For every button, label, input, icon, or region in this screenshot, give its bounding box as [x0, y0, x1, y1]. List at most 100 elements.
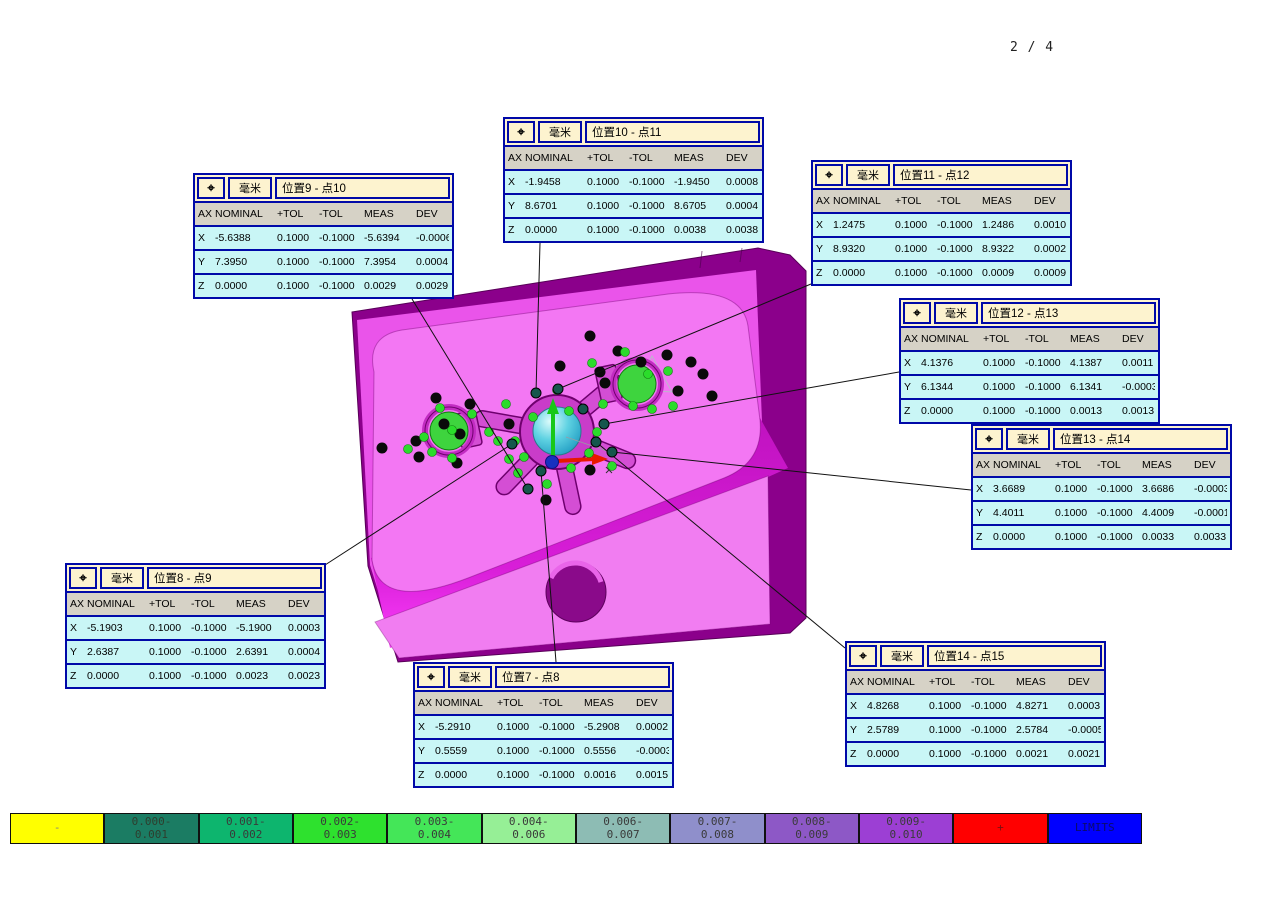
deviation-color-legend: -0.000- 0.001 0.001- 0.002 0.002- 0.003 0.0… [10, 813, 1142, 844]
cell: X [816, 219, 824, 231]
position-symbol-icon: ⌖ [417, 666, 445, 688]
callout-pos10[interactable]: ⌖ 毫米 位置10 - 点11 AX NOMINAL +TOL -TOL MEAS DEV… [503, 117, 764, 243]
cell: DEV [1068, 676, 1090, 688]
cell: AX [508, 152, 523, 164]
cell: -0.1000 [191, 622, 227, 634]
cell: 0.0003 [288, 622, 321, 634]
axis-row-Y: Y 2.5789 0.1000 -0.1000 2.5784 -0.0005 [847, 717, 1104, 741]
cell: 0.1000 [895, 243, 928, 255]
cell: 0.1000 [983, 357, 1016, 369]
legend-segment: - [10, 813, 105, 844]
cell: 0.0013 [1122, 405, 1155, 417]
cell: 0.0000 [215, 280, 248, 292]
cell: -1.9458 [525, 176, 561, 188]
callout-pos12[interactable]: ⌖ 毫米 位置12 - 点13 AX NOMINAL +TOL -TOL MEAS DEV… [899, 298, 1160, 424]
cell: X [904, 357, 912, 369]
callout-title: 位置9 - 点10 [275, 177, 450, 199]
cell: Y [198, 256, 206, 268]
cell: AX [198, 208, 213, 220]
cell: +TOL [149, 598, 176, 610]
cell: -0.1000 [1025, 381, 1061, 393]
callout-pos7[interactable]: ⌖ 毫米 位置7 - 点8 AX NOMINAL +TOL -TOL MEAS DEV X -… [413, 662, 674, 788]
cell: 8.6705 [674, 200, 707, 212]
cell: -0.0006 [416, 232, 449, 244]
legend-segment: 0.001- 0.002 [198, 813, 293, 844]
cell: 0.0004 [288, 646, 321, 658]
cell: 1.2486 [982, 219, 1015, 231]
cell: 2.6391 [236, 646, 269, 658]
column-header-row: AX NOMINAL +TOL -TOL MEAS DEV [415, 690, 672, 714]
coordinate-triad [545, 398, 608, 469]
callout-pos14[interactable]: ⌖ 毫米 位置14 - 点15 AX NOMINAL +TOL -TOL MEAS DEV… [845, 641, 1106, 767]
cell: X [976, 483, 984, 495]
unit-label: 毫米 [100, 567, 144, 589]
cell: -0.1000 [319, 280, 355, 292]
cell: 0.0021 [1016, 748, 1049, 760]
column-header-row: AX NOMINAL +TOL -TOL MEAS DEV [505, 145, 762, 169]
axis-row-Z: Z 0.0000 0.1000 -0.1000 0.0033 0.0033 [973, 524, 1230, 548]
callout-header: ⌖ 毫米 位置10 - 点11 [505, 119, 762, 145]
cell: -5.6388 [215, 232, 251, 244]
cell: 0.1000 [587, 176, 620, 188]
cell: -0.1000 [629, 176, 665, 188]
cell: -0.1000 [1025, 357, 1061, 369]
cell: X [850, 700, 858, 712]
cell: -0.1000 [1097, 483, 1133, 495]
axis-row-X: X 4.1376 0.1000 -0.1000 4.1387 0.0011 [901, 350, 1158, 374]
cell: 0.0002 [1034, 243, 1067, 255]
cell: 6.1344 [921, 381, 954, 393]
axis-row-Y: Y 0.5559 0.1000 -0.1000 0.5556 -0.0003 [415, 738, 672, 762]
cell: -TOL [971, 676, 995, 688]
cell: 0.0029 [416, 280, 449, 292]
axis-row-Y: Y 7.3950 0.1000 -0.1000 7.3954 0.0004 [195, 249, 452, 273]
cell: X [508, 176, 516, 188]
cell: +TOL [587, 152, 614, 164]
callout-pos13[interactable]: ⌖ 毫米 位置13 - 点14 AX NOMINAL +TOL -TOL MEAS DEV… [971, 424, 1232, 550]
callout-table: AX NOMINAL +TOL -TOL MEAS DEV X -5.2910 0.1000 -0… [415, 690, 672, 786]
cell: 0.0023 [236, 670, 269, 682]
cell: DEV [1034, 195, 1056, 207]
cell: 3.6686 [1142, 483, 1175, 495]
cell: 0.0000 [867, 748, 900, 760]
cell: AX [976, 459, 991, 471]
cell: 0.1000 [497, 769, 530, 781]
cell: 0.1000 [895, 219, 928, 231]
cell: +TOL [929, 676, 956, 688]
cell: 2.6387 [87, 646, 120, 658]
legend-segment: + [953, 813, 1048, 844]
callout-pos9[interactable]: ⌖ 毫米 位置9 - 点10 AX NOMINAL +TOL -TOL MEAS DEV X… [193, 173, 454, 299]
axis-row-Y: Y 6.1344 0.1000 -0.1000 6.1341 -0.0003 [901, 374, 1158, 398]
cell: -TOL [1097, 459, 1121, 471]
cell: Y [508, 200, 516, 212]
callout-pos11[interactable]: ⌖ 毫米 位置11 - 点12 AX NOMINAL +TOL -TOL MEAS DEV… [811, 160, 1072, 286]
axis-row-Z: Z 0.0000 0.1000 -0.1000 0.0029 0.0029 [195, 273, 452, 297]
axis-row-Z: Z 0.0000 0.1000 -0.1000 0.0023 0.0023 [67, 663, 324, 687]
cell: -0.1000 [319, 256, 355, 268]
cell: -TOL [629, 152, 653, 164]
callout-title: 位置10 - 点11 [585, 121, 760, 143]
cell: -0.1000 [629, 200, 665, 212]
cell: -5.2910 [435, 721, 471, 733]
cell: 4.4009 [1142, 507, 1175, 519]
cell: MEAS [364, 208, 394, 220]
cell: +TOL [1055, 459, 1082, 471]
position-symbol-icon: ⌖ [975, 428, 1003, 450]
cell: DEV [726, 152, 748, 164]
cell: -1.9450 [674, 176, 710, 188]
cell: -0.1000 [539, 721, 575, 733]
legend-segment: 0.000- 0.001 [104, 813, 199, 844]
cell: -0.0001 [1194, 507, 1227, 519]
cell: DEV [288, 598, 310, 610]
cell: 0.0004 [416, 256, 449, 268]
unit-label: 毫米 [228, 177, 272, 199]
cell: 0.0002 [636, 721, 669, 733]
axis-row-Y: Y 8.6701 0.1000 -0.1000 8.6705 0.0004 [505, 193, 762, 217]
cell: 8.9320 [833, 243, 866, 255]
legend-segment: 0.008- 0.009 [764, 813, 859, 844]
callout-pos8[interactable]: ⌖ 毫米 位置8 - 点9 AX NOMINAL +TOL -TOL MEAS DEV X -… [65, 563, 326, 689]
cell: 1.2475 [833, 219, 866, 231]
callout-table: AX NOMINAL +TOL -TOL MEAS DEV X 4.8268 0.1000 -0.… [847, 669, 1104, 765]
cell: 0.0015 [636, 769, 669, 781]
